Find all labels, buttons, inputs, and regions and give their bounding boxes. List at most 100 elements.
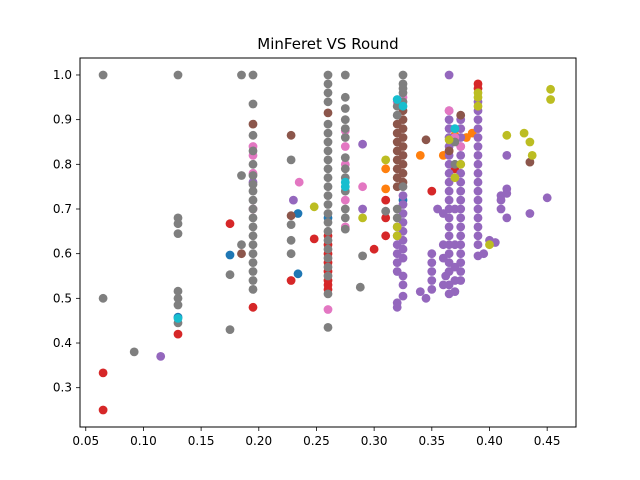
data-point bbox=[398, 84, 408, 93]
data-point bbox=[98, 405, 108, 415]
data-point bbox=[546, 95, 555, 104]
data-point bbox=[286, 235, 296, 245]
x-tick-label: 0.40 bbox=[476, 434, 503, 448]
data-point bbox=[237, 240, 246, 250]
data-point bbox=[381, 195, 391, 205]
data-point bbox=[398, 291, 408, 301]
data-point bbox=[340, 124, 350, 133]
data-point bbox=[340, 224, 350, 234]
data-point bbox=[323, 305, 333, 314]
y-tick-label: 0.5 bbox=[53, 291, 72, 305]
data-point bbox=[248, 119, 258, 129]
data-point bbox=[502, 184, 512, 194]
data-point bbox=[456, 110, 466, 120]
data-point bbox=[427, 249, 437, 259]
data-point bbox=[173, 219, 183, 229]
data-point bbox=[173, 293, 183, 303]
data-point bbox=[392, 298, 402, 308]
data-point bbox=[444, 249, 454, 259]
data-point bbox=[473, 213, 483, 223]
data-point bbox=[427, 186, 437, 196]
data-point bbox=[473, 204, 483, 214]
data-point bbox=[525, 209, 535, 218]
data-point bbox=[323, 88, 333, 98]
data-point bbox=[286, 130, 296, 140]
data-point bbox=[323, 119, 333, 129]
data-point bbox=[173, 286, 183, 296]
series-6 bbox=[98, 70, 460, 357]
data-point bbox=[323, 209, 333, 218]
data-point bbox=[225, 250, 235, 260]
data-point bbox=[415, 151, 425, 160]
data-point bbox=[248, 70, 258, 80]
data-point bbox=[433, 204, 442, 214]
points-layer bbox=[98, 70, 555, 415]
data-point bbox=[248, 231, 258, 241]
data-point bbox=[527, 151, 537, 160]
data-point bbox=[323, 137, 333, 147]
data-point bbox=[444, 186, 454, 196]
data-point bbox=[340, 142, 350, 151]
data-point bbox=[323, 244, 333, 254]
data-point bbox=[473, 133, 483, 142]
data-point bbox=[519, 128, 529, 138]
series-4 bbox=[237, 106, 535, 259]
data-point bbox=[473, 92, 483, 102]
data-point bbox=[98, 293, 108, 303]
data-point bbox=[237, 249, 246, 259]
x-tick-label: 0.10 bbox=[130, 434, 157, 448]
data-point bbox=[340, 213, 350, 223]
x-tick-label: 0.35 bbox=[418, 434, 445, 448]
data-point bbox=[340, 133, 350, 142]
data-point bbox=[323, 200, 333, 209]
data-point bbox=[421, 135, 431, 145]
y-axis: 0.3 0.4 0.5 0.6 0.7 0.8 0.9 1.0 bbox=[53, 68, 80, 395]
data-point bbox=[542, 193, 552, 203]
x-tick-label: 0.05 bbox=[72, 434, 99, 448]
data-point bbox=[358, 139, 367, 149]
data-point bbox=[473, 177, 483, 187]
data-point bbox=[546, 84, 555, 94]
data-point bbox=[340, 204, 350, 214]
data-point bbox=[392, 222, 402, 232]
data-point bbox=[392, 213, 402, 223]
data-point bbox=[294, 177, 304, 187]
data-point bbox=[456, 231, 466, 241]
data-point bbox=[156, 352, 166, 361]
data-point bbox=[248, 213, 258, 223]
x-tick-label: 0.20 bbox=[245, 434, 272, 448]
data-point bbox=[248, 240, 258, 250]
data-point bbox=[456, 159, 466, 169]
data-point bbox=[444, 106, 454, 116]
data-point bbox=[444, 222, 454, 232]
data-point bbox=[473, 195, 483, 205]
data-point bbox=[502, 151, 512, 160]
data-point bbox=[381, 164, 391, 174]
data-point bbox=[456, 186, 466, 196]
data-point bbox=[450, 124, 460, 133]
data-point bbox=[456, 276, 466, 285]
y-tick-label: 0.6 bbox=[53, 247, 72, 261]
data-point bbox=[496, 204, 506, 214]
data-point bbox=[323, 146, 333, 156]
data-point bbox=[398, 70, 408, 80]
data-point bbox=[225, 219, 235, 229]
data-point bbox=[248, 285, 258, 294]
data-point bbox=[248, 222, 258, 232]
data-point bbox=[398, 133, 408, 142]
y-tick-label: 0.9 bbox=[53, 113, 72, 127]
data-point bbox=[323, 173, 333, 183]
data-point bbox=[456, 222, 466, 232]
data-point bbox=[323, 182, 333, 192]
data-point bbox=[340, 70, 350, 80]
data-point bbox=[358, 204, 367, 214]
data-point bbox=[323, 262, 333, 272]
data-point bbox=[392, 204, 402, 214]
data-point bbox=[248, 276, 258, 285]
data-point bbox=[398, 101, 408, 111]
data-point bbox=[323, 97, 333, 107]
data-point bbox=[381, 231, 391, 241]
data-point bbox=[286, 155, 296, 165]
data-point bbox=[323, 155, 333, 165]
series-8 bbox=[173, 95, 460, 323]
